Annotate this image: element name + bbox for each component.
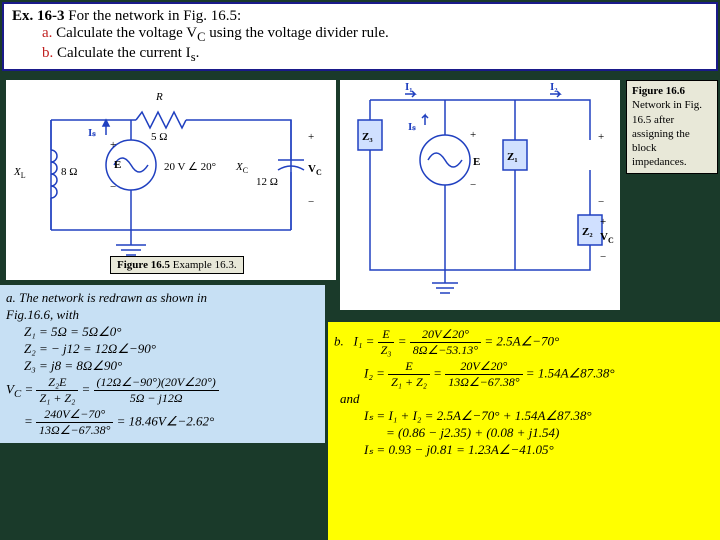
b-text: Calculate the current I [53,45,190,61]
svg-text:XL: XL [13,166,26,180]
svg-text:VC: VC [308,163,322,177]
i1-eq: b. I₁ = EZ₃ = 20V∠20°8Ω∠−53.13° = 2.5A∠−… [334,327,714,358]
solution-b: b. I₁ = EZ₃ = 20V∠20°8Ω∠−53.13° = 2.5A∠−… [328,322,720,540]
svg-text:5 Ω: 5 Ω [151,131,167,143]
svg-text:E: E [114,159,121,171]
vc-num3: 240V∠−70° [36,407,113,423]
part-a: a. Calculate the voltage VC using the vo… [42,25,708,45]
caption-16-5: Figure 16.5 Example 16.3. [110,256,244,274]
and-text: and [340,391,714,407]
svg-text:Iₛ: Iₛ [88,127,96,139]
a-rest: using the voltage divider rule. [205,25,388,41]
svg-text:−: − [470,179,476,191]
i2-den: Z₁ + Z₂ [388,375,430,390]
svg-text:E: E [473,156,480,168]
sol-a-intro1: a. The network is redrawn as shown in [6,290,319,306]
svg-text:20 V ∠ 20°: 20 V ∠ 20° [164,161,216,173]
svg-text:+: + [598,131,604,143]
is-eq1: Iₛ = I₁ + I₂ = 2.5A∠−70° + 1.54A∠87.38° [364,408,714,424]
sol-a-intro2: Fig.16.6, with [6,307,319,323]
i2-res: = 1.54A∠87.38° [523,365,615,380]
caption-bold: Figure 16.5 [117,259,170,271]
svg-text:+: + [110,139,116,151]
svg-text:R: R [155,91,163,103]
i2-eq: I₂ = EZ₁ + Z₂ = 20V∠20°13Ω∠−67.38° = 1.5… [364,359,714,390]
vc-den3: 13Ω∠−67.38° [36,423,113,438]
b-rest: . [196,45,200,61]
svg-text:I₁: I₁ [405,81,413,93]
figure-16-5: R 5 Ω Iₛ XL 8 Ω + E − 20 V ∠ 20° XC 12 Ω… [6,80,336,280]
caption-bold: Figure 16.6 [632,85,685,97]
vc-num2: (12Ω∠−90°)(20V∠20°) [94,375,219,391]
svg-text:−: − [600,251,606,263]
svg-text:−: − [598,196,604,208]
i2-num2: 20V∠20° [445,359,522,375]
i1-den: Z₃ [378,343,395,358]
vc-eq: VC = Z₂EZ₁ + Z₂ = (12Ω∠−90°)(20V∠20°)5Ω … [6,375,319,406]
vc-num: Z₂E [36,375,78,391]
svg-text:I₂: I₂ [550,81,558,93]
problem-statement: Ex. 16-3 For the network in Fig. 16.5: a… [2,2,718,71]
i2-den2: 13Ω∠−67.38° [445,375,522,390]
i2-num: E [388,359,430,375]
svg-text:8 Ω: 8 Ω [61,166,77,178]
svg-text:+: + [470,129,476,141]
is-eq2: = (0.86 − j2.35) + (0.08 + j1.54) [386,425,714,441]
b-letter: b. [42,45,53,61]
a-text: Calculate the voltage V [52,25,197,41]
svg-text:−: − [308,196,314,208]
caption-text: Network in Fig. 16.5 after assigning the… [632,99,702,168]
i1-den2: 8Ω∠−53.13° [410,343,481,358]
svg-text:VC: VC [600,231,614,245]
i1-res: = 2.5A∠−70° [481,333,559,348]
svg-text:12 Ω: 12 Ω [256,176,278,188]
vc-eq2: = 240V∠−70°13Ω∠−67.38° = 18.46V∠−2.62° [24,407,319,438]
vc-den: Z₁ + Z₂ [36,391,78,406]
part-b: b. Calculate the current Is. [42,45,708,65]
a-letter: a. [42,25,52,41]
i1-num2: 20V∠20° [410,327,481,343]
problem-title: Ex. 16-3 For the network in Fig. 16.5: [12,8,708,25]
svg-text:Z₂: Z₂ [582,226,593,238]
z1-eq: Z₁ = 5Ω = 5Ω∠0° [24,324,319,340]
caption-text: Example 16.3. [170,259,237,271]
vc-res: = 18.46V∠−2.62° [113,413,214,428]
title-text: For the network in Fig. 16.5: [65,8,242,24]
svg-text:Z₁: Z₁ [507,151,518,163]
svg-text:−: − [110,181,116,193]
svg-text:Z₃: Z₃ [362,131,373,143]
ex-number: Ex. 16-3 [12,8,65,24]
caption-16-6: Figure 16.6 Network in Fig. 16.5 after a… [626,80,718,174]
vc-den2: 5Ω − j12Ω [94,391,219,406]
svg-text:Iₛ: Iₛ [408,121,416,133]
svg-text:XC: XC [235,161,248,175]
z2-eq: Z₂ = − j12 = 12Ω∠−90° [24,341,319,357]
z3-eq: Z₃ = j8 = 8Ω∠90° [24,358,319,374]
solution-a: a. The network is redrawn as shown in Fi… [0,285,325,443]
svg-text:+: + [308,131,314,143]
i1-num: E [378,327,395,343]
figure-16-6: I₁ I₂ Iₛ Z₃ Z₁ Z₂ + E − + − + VC − [340,80,620,310]
svg-text:+: + [600,216,606,228]
is-eq3: Iₛ = 0.93 − j0.81 = 1.23A∠−41.05° [364,442,714,458]
